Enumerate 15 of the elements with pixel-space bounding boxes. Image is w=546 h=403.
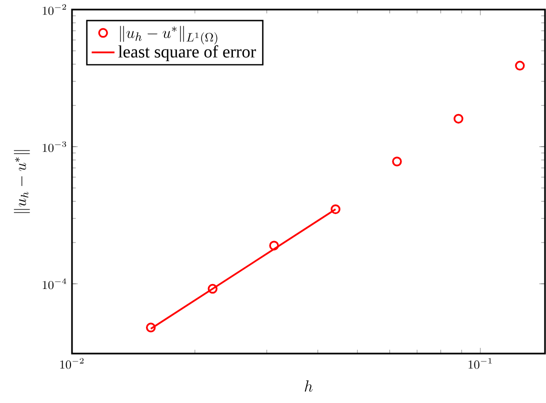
y-tick-label: $10^{-4}$ — [42, 278, 66, 290]
point — [515, 61, 525, 71]
point — [269, 240, 279, 251]
point — [146, 322, 156, 333]
y-tick-label: $10^{-2}$ — [42, 4, 66, 16]
point — [330, 204, 340, 214]
y-tick-label: $10^{-3}$ — [42, 142, 66, 152]
x-axis-title: $h$ — [304, 380, 313, 392]
point — [454, 114, 464, 124]
legend-label: $\|u_h - u^*\|_{L^1(\Omega)}$ — [120, 26, 218, 45]
point — [208, 284, 218, 294]
x-tick-label: $10^{-1}$ — [468, 358, 492, 370]
y-axis-title: $\|u_h - u^*\|$ — [14, 150, 30, 214]
legend-label: least square of error — [118, 45, 256, 62]
point — [392, 156, 402, 167]
